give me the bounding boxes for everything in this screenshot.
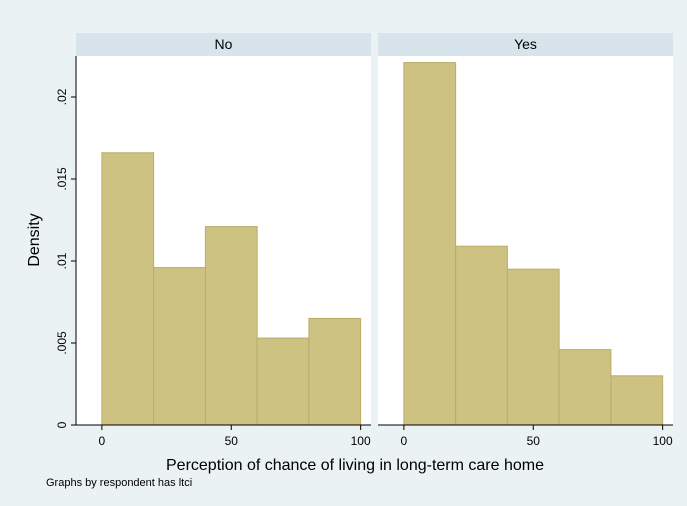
- bar-yes-0: [403, 62, 457, 426]
- x-tick-label-yes-0: 0: [401, 434, 408, 448]
- x-tick-label-yes-50: 50: [527, 434, 541, 448]
- panel-no: No 0 50 100 0 .005 .01 .015 .02: [55, 33, 371, 448]
- x-tick-label-no-0: 0: [99, 434, 106, 448]
- bar-no-1: [153, 267, 206, 426]
- y-tick-label-4: .02: [55, 88, 69, 105]
- bar-yes-3: [558, 349, 612, 426]
- by-note: Graphs by respondent has ltci: [46, 477, 192, 489]
- bar-no-2: [204, 226, 258, 426]
- bar-no-4: [308, 317, 362, 426]
- bar-yes-4: [610, 375, 664, 426]
- panel-title-yes: Yes: [514, 36, 537, 52]
- y-axis-label: Density: [26, 213, 43, 266]
- x-tick-label-no-50: 50: [225, 434, 239, 448]
- x-axis-label: Perception of chance of living in long-t…: [166, 457, 544, 474]
- panel-yes: Yes 0 50 100: [378, 33, 673, 448]
- bar-yes-2: [506, 268, 560, 426]
- bar-yes-1: [455, 245, 508, 426]
- x-tick-label-no-100: 100: [351, 434, 371, 448]
- x-tick-label-yes-100: 100: [653, 434, 673, 448]
- bar-no-0: [101, 152, 155, 426]
- y-tick-label-3: .015: [55, 167, 69, 191]
- y-tick-label-0: 0: [55, 421, 69, 428]
- panel-title-no: No: [215, 36, 233, 52]
- y-tick-label-1: .005: [55, 331, 69, 355]
- y-tick-label-2: .01: [55, 252, 69, 269]
- panel-header-no: [76, 33, 371, 56]
- panel-header-yes: [378, 33, 673, 56]
- bar-no-3: [256, 337, 310, 426]
